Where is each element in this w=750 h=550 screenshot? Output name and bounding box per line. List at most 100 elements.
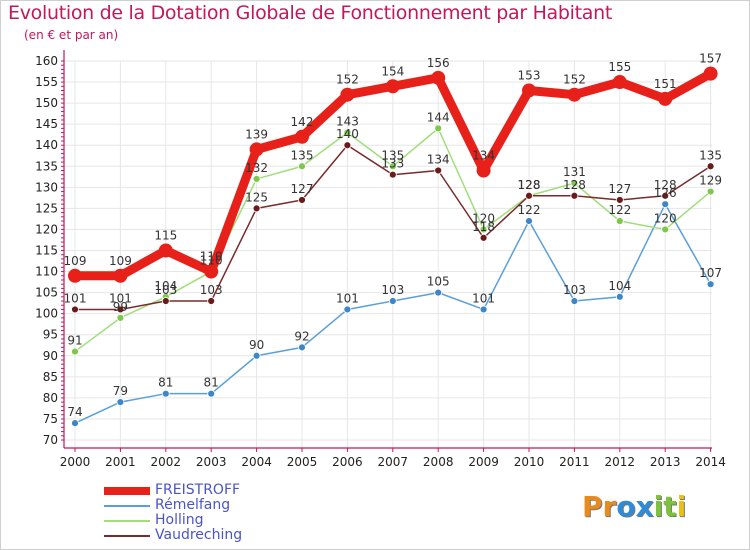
data-point-freistroff xyxy=(158,243,173,258)
data-point-re-melfang xyxy=(207,389,216,398)
data-label-vaudreching: 128 xyxy=(518,178,541,192)
data-point-freistroff xyxy=(522,83,536,98)
data-point-freistroff xyxy=(476,163,491,178)
data-point-freistroff xyxy=(658,91,673,106)
data-point-vaudreching xyxy=(525,191,533,200)
data-label-freistroff: 154 xyxy=(381,64,404,78)
data-label-re-melfang: 103 xyxy=(381,283,404,297)
data-label-holling: 122 xyxy=(608,203,631,217)
data-label-re-melfang: 122 xyxy=(518,203,541,217)
data-label-holling: 135 xyxy=(381,148,404,162)
data-point-vaudreching xyxy=(706,162,715,171)
y-tick-label: 150 xyxy=(35,96,58,110)
data-point-vaudreching xyxy=(570,191,579,200)
data-label-vaudreching: 118 xyxy=(472,220,495,234)
data-label-holling: 91 xyxy=(67,334,82,348)
data-label-freistroff: 115 xyxy=(154,229,177,243)
logo-letter: o xyxy=(616,490,636,523)
data-point-vaudreching xyxy=(388,170,397,179)
data-point-re-melfang xyxy=(71,419,79,428)
data-point-freistroff xyxy=(249,142,264,157)
data-label-re-melfang: 81 xyxy=(204,376,219,390)
y-tick-label: 160 xyxy=(35,54,58,68)
y-tick-label: 80 xyxy=(43,391,58,405)
y-tick-label: 95 xyxy=(43,328,58,342)
data-point-vaudreching xyxy=(116,305,125,314)
y-tick-label: 130 xyxy=(35,180,58,194)
y-tick-label: 155 xyxy=(35,75,58,89)
data-point-holling xyxy=(479,225,488,234)
data-point-freistroff xyxy=(385,79,400,94)
data-point-vaudreching xyxy=(434,166,443,175)
legend-label-freistroff: FREISTROFF xyxy=(155,482,241,498)
data-label-re-melfang: 101 xyxy=(472,291,495,305)
proxiti-logo: Proxiti xyxy=(582,490,686,523)
data-label-re-melfang: 101 xyxy=(336,291,359,305)
data-point-holling xyxy=(388,162,397,171)
data-label-freistroff: 142 xyxy=(291,115,314,129)
y-tick-label: 140 xyxy=(35,138,58,152)
data-label-vaudreching: 134 xyxy=(427,152,450,166)
data-point-freistroff xyxy=(340,87,355,102)
data-point-holling xyxy=(71,347,79,356)
data-point-vaudreching xyxy=(661,191,670,200)
chart-subtitle: (en € et par an) xyxy=(24,28,119,42)
x-tick-label: 2010 xyxy=(514,455,545,469)
data-label-re-melfang: 105 xyxy=(427,275,450,289)
data-point-holling xyxy=(298,162,306,171)
x-tick-label: 2008 xyxy=(423,455,454,469)
data-point-freistroff xyxy=(431,70,446,85)
x-tick-label: 2001 xyxy=(105,455,136,469)
x-tick-label: 2000 xyxy=(60,455,91,469)
data-point-vaudreching xyxy=(71,305,79,314)
x-tick-label: 2014 xyxy=(695,455,726,469)
data-point-vaudreching xyxy=(207,297,216,305)
data-label-vaudreching: 133 xyxy=(381,157,404,171)
logo-letter: P xyxy=(582,490,603,523)
data-point-freistroff xyxy=(295,129,309,144)
data-label-vaudreching: 127 xyxy=(608,182,631,196)
logo-letter: x xyxy=(635,490,654,523)
data-label-freistroff: 153 xyxy=(518,68,541,82)
data-label-freistroff: 152 xyxy=(336,73,359,87)
x-tick-label: 2011 xyxy=(559,455,590,469)
data-label-holling: 135 xyxy=(291,148,314,162)
data-point-vaudreching xyxy=(615,196,624,204)
data-label-vaudreching: 140 xyxy=(336,127,359,141)
data-label-vaudreching: 101 xyxy=(109,291,132,305)
data-label-freistroff: 109 xyxy=(64,254,87,268)
data-label-holling: 120 xyxy=(654,211,677,225)
data-label-re-melfang: 107 xyxy=(699,266,722,280)
logo-letter: r xyxy=(602,490,617,523)
data-point-vaudreching xyxy=(298,196,306,204)
data-point-freistroff xyxy=(68,268,82,283)
y-tick-label: 120 xyxy=(35,222,58,236)
data-label-vaudreching: 101 xyxy=(64,291,87,305)
chart-title: Evolution de la Dotation Globale de Fonc… xyxy=(8,2,613,24)
data-point-vaudreching xyxy=(161,297,170,305)
data-label-re-melfang: 79 xyxy=(113,384,128,398)
data-label-freistroff: 109 xyxy=(109,254,132,268)
data-point-re-melfang xyxy=(479,305,488,314)
data-point-re-melfang xyxy=(434,288,443,297)
data-point-re-melfang xyxy=(252,351,261,360)
y-tick-label: 100 xyxy=(35,307,58,321)
data-point-vaudreching xyxy=(252,204,261,213)
data-label-freistroff: 110 xyxy=(200,250,223,264)
data-label-holling: 128 xyxy=(518,178,541,192)
x-tick-label: 2004 xyxy=(241,455,272,469)
data-label-re-melfang: 92 xyxy=(294,329,309,343)
legend-label-vaudreching: Vaudreching xyxy=(155,527,243,543)
data-point-holling xyxy=(661,225,670,234)
y-tick-label: 125 xyxy=(35,201,58,215)
data-point-freistroff xyxy=(567,87,582,102)
data-point-re-melfang xyxy=(661,200,670,209)
data-label-freistroff: 134 xyxy=(472,148,495,162)
data-label-holling: 131 xyxy=(563,165,586,179)
data-point-re-melfang xyxy=(298,343,306,352)
data-label-freistroff: 139 xyxy=(245,127,268,141)
y-tick-label: 85 xyxy=(43,370,58,384)
data-point-vaudreching xyxy=(479,233,488,242)
data-point-freistroff xyxy=(204,264,219,279)
